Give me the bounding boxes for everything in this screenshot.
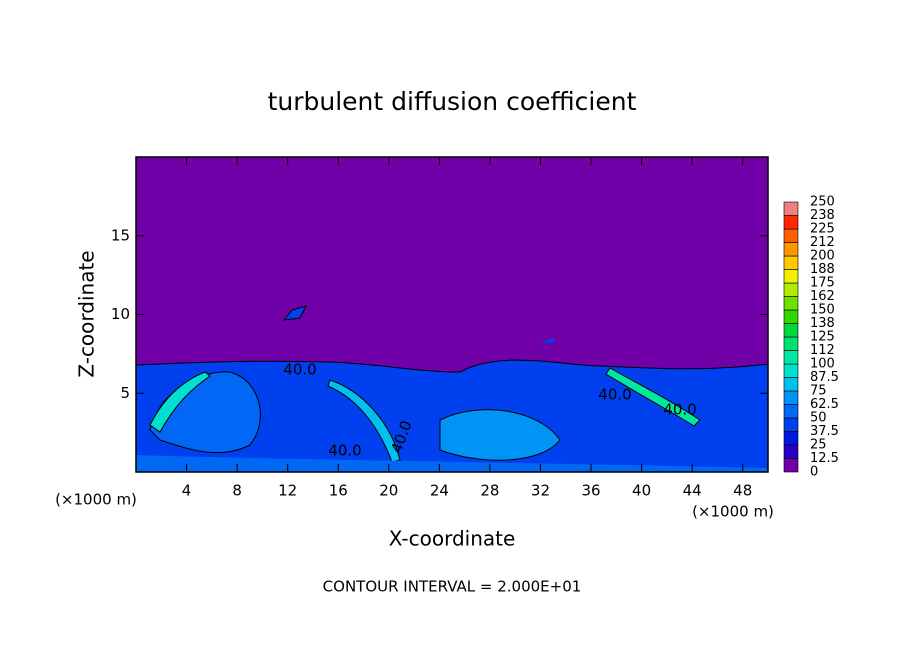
colorbar-label: 250 bbox=[810, 195, 835, 210]
colorbar-band bbox=[783, 255, 799, 270]
x-axis-label: X-coordinate bbox=[389, 527, 516, 551]
field bbox=[135, 157, 769, 473]
contour-label: 40.0 bbox=[598, 386, 631, 404]
colorbar-label: 0 bbox=[810, 465, 818, 480]
contour-label: 40.0 bbox=[663, 401, 696, 419]
colorbar-band bbox=[783, 296, 799, 311]
colorbar-band bbox=[783, 201, 799, 216]
colorbar-label: 62.5 bbox=[810, 397, 839, 412]
colorbar-label: 112 bbox=[810, 343, 835, 358]
colorbar-band bbox=[783, 390, 799, 405]
x-tick-label: 48 bbox=[733, 482, 752, 500]
colorbar-band bbox=[783, 323, 799, 338]
x-tick-label: 36 bbox=[581, 482, 600, 500]
colorbar-band bbox=[783, 242, 799, 257]
x-tick-label: 20 bbox=[379, 482, 398, 500]
colorbar-band bbox=[783, 431, 799, 446]
x-tick-label: 4 bbox=[182, 482, 192, 500]
colorbar-label: 162 bbox=[810, 289, 835, 304]
colorbar-label: 12.5 bbox=[810, 451, 839, 466]
colorbar-band bbox=[783, 215, 799, 230]
field-region bbox=[605, 367, 701, 427]
colorbar-label: 75 bbox=[810, 384, 827, 399]
colorbar-band bbox=[783, 336, 799, 351]
x-tick-label: 12 bbox=[278, 482, 297, 500]
colorbar-band bbox=[783, 228, 799, 243]
colorbar-band bbox=[783, 377, 799, 392]
footnote: CONTOUR INTERVAL = 2.000E+01 bbox=[323, 578, 582, 596]
colorbar-label: 125 bbox=[810, 330, 835, 345]
x-tick-label: 40 bbox=[632, 482, 651, 500]
colorbar-label: 150 bbox=[810, 303, 835, 318]
colorbar-label: 25 bbox=[810, 438, 827, 453]
chart-title: turbulent diffusion coefficient bbox=[268, 87, 637, 116]
field-region bbox=[540, 338, 556, 344]
colorbar-band bbox=[783, 269, 799, 284]
colorbar-label: 188 bbox=[810, 262, 835, 277]
colorbar-band bbox=[783, 404, 799, 419]
field-region bbox=[439, 409, 561, 461]
field-region bbox=[282, 305, 307, 321]
colorbar-band bbox=[783, 417, 799, 432]
x-tick-label: 44 bbox=[683, 482, 702, 500]
colorbar-band bbox=[783, 458, 799, 473]
y-tick-label: 15 bbox=[111, 226, 130, 244]
contour-label: 40.0 bbox=[283, 361, 316, 379]
x-tick-label: 32 bbox=[531, 482, 550, 500]
colorbar-label: 175 bbox=[810, 276, 835, 291]
colorbar-label: 37.5 bbox=[810, 424, 839, 439]
colorbar-label: 100 bbox=[810, 357, 835, 372]
colorbar-label: 138 bbox=[810, 316, 835, 331]
colorbar-label: 200 bbox=[810, 249, 835, 264]
x-tick-label: 28 bbox=[480, 482, 499, 500]
colorbar-band bbox=[783, 282, 799, 297]
colorbar-band bbox=[783, 363, 799, 378]
y-unit: (×1000 m) bbox=[55, 491, 137, 509]
colorbar-label: 238 bbox=[810, 208, 835, 223]
x-unit: (×1000 m) bbox=[692, 503, 774, 521]
field-region bbox=[136, 455, 768, 472]
colorbar-band bbox=[783, 350, 799, 365]
colorbar-label: 225 bbox=[810, 222, 835, 237]
field-region bbox=[149, 371, 211, 433]
colorbar-label: 212 bbox=[810, 235, 835, 250]
contour-label: 40.0 bbox=[328, 442, 361, 460]
x-tick-label: 24 bbox=[430, 482, 449, 500]
y-tick-label: 5 bbox=[120, 384, 130, 402]
y-axis-label: Z-coordinate bbox=[75, 250, 99, 377]
x-tick-label: 8 bbox=[232, 482, 242, 500]
colorbar-label: 87.5 bbox=[810, 370, 839, 385]
colorbar-band bbox=[783, 309, 799, 324]
colorbar-label: 50 bbox=[810, 411, 827, 426]
colorbar-band bbox=[783, 444, 799, 459]
y-tick-label: 10 bbox=[111, 305, 130, 323]
x-tick-label: 16 bbox=[329, 482, 348, 500]
